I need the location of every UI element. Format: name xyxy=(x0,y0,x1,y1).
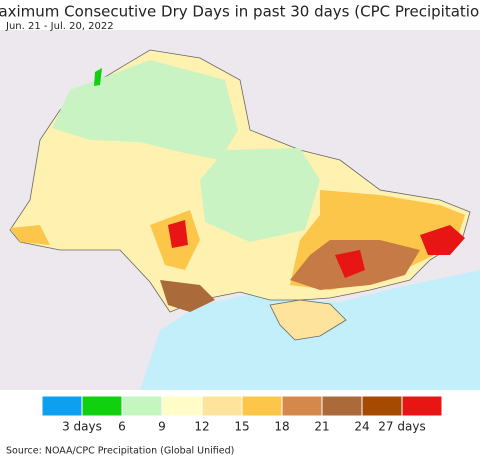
zone-peak xyxy=(420,225,465,255)
zone-low xyxy=(200,148,320,242)
zone-peak xyxy=(335,250,365,278)
legend-swatch xyxy=(361,395,403,417)
map xyxy=(0,30,480,390)
legend-swatch xyxy=(401,395,443,417)
legend-swatch xyxy=(281,395,323,417)
zone-high xyxy=(10,225,50,245)
subtitle: Jun. 21 - Jul. 20, 2022 xyxy=(5,21,114,32)
legend-label: 12 xyxy=(194,420,209,434)
footer xyxy=(0,440,480,460)
title: Maximum Consecutive Dry Days in past 30 … xyxy=(0,3,480,21)
legend-label: 3 days xyxy=(62,420,102,434)
peninsula xyxy=(269,299,347,341)
legend-swatch xyxy=(41,395,83,417)
legend-label: 18 xyxy=(274,420,289,434)
legend-swatch xyxy=(121,395,163,417)
legend-label: 9 xyxy=(158,420,166,434)
legend-label: 27 days xyxy=(378,420,425,434)
zone-min xyxy=(94,68,102,86)
legend-swatch xyxy=(161,395,203,417)
legend-swatch xyxy=(321,395,363,417)
legend-label: 6 xyxy=(118,420,126,434)
source: Source: NOAA/CPC Precipitation (Global U… xyxy=(6,446,234,457)
zone-high xyxy=(160,280,215,312)
legend-label: 15 xyxy=(234,420,249,434)
zone-peak xyxy=(168,220,188,248)
legend-swatch xyxy=(241,395,283,417)
legend-label: 24 xyxy=(354,420,369,434)
legend-label: 21 xyxy=(314,420,329,434)
legend: 3 days 6 9 12 15 18 21 24 27 days xyxy=(41,395,443,434)
legend-swatch xyxy=(81,395,123,417)
legend-swatch xyxy=(201,395,243,417)
